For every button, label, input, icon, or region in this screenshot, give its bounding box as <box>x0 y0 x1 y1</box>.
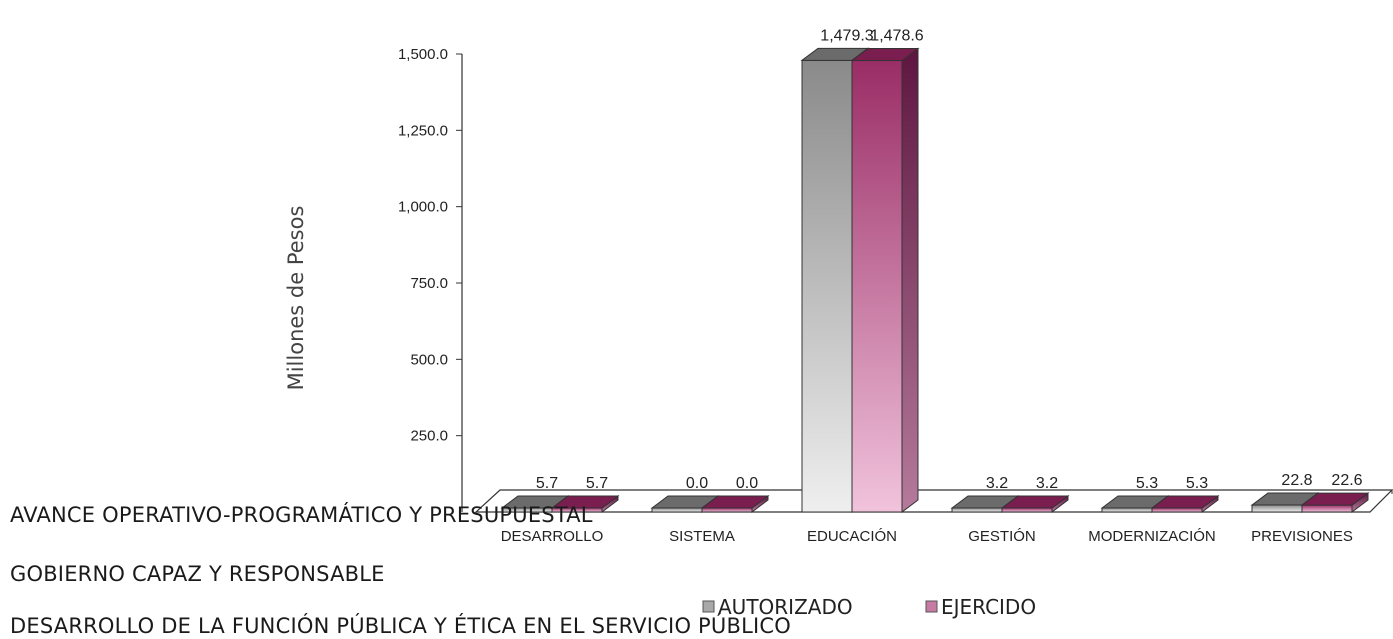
legend-swatch-autorizado <box>702 600 715 613</box>
bar-autorizado-5 <box>1251 504 1303 513</box>
bar-ejercido-2 <box>851 60 903 513</box>
y-tick-label: 1,500.0 <box>398 46 448 63</box>
legend: AUTORIZADO EJERCIDO <box>702 595 1036 619</box>
data-label-autorizado-2: 1,479.3 <box>820 27 873 44</box>
bar-top-ejercido-0 <box>550 495 620 509</box>
data-label-autorizado-1: 0.0 <box>686 475 708 492</box>
bar-side-ejercido-2 <box>901 47 919 513</box>
y-tick-label: 500.0 <box>410 351 448 368</box>
bar-ejercido-1 <box>701 507 753 513</box>
legend-label-autorizado: AUTORIZADO <box>718 595 853 619</box>
data-label-ejercido-4: 5.3 <box>1186 475 1208 492</box>
data-label-autorizado-4: 5.3 <box>1136 475 1158 492</box>
data-label-autorizado-0: 5.7 <box>536 475 558 492</box>
bar-autorizado-1 <box>651 507 703 513</box>
category-label: GESTIÓN <box>968 528 1036 545</box>
data-label-autorizado-5: 22.8 <box>1281 472 1312 489</box>
bar-top-ejercido-3 <box>1000 495 1070 509</box>
bar-autorizado-3 <box>951 507 1003 513</box>
bar-ejercido-4 <box>1151 507 1203 513</box>
data-labels-group: 5.7 5.7 0.0 0.0 1,479.31,478.6 3.2 3.2 5.3 5.3 22… <box>536 27 1363 492</box>
category-label: PREVISIONES <box>1251 528 1353 545</box>
bar-top-ejercido-2 <box>850 48 920 62</box>
bar-top-ejercido-1 <box>700 495 770 509</box>
y-tick-label: 250.0 <box>410 428 448 445</box>
category-label: MODERNIZACIÓN <box>1088 528 1216 545</box>
y-tick-label: 1,000.0 <box>398 199 448 216</box>
data-label-autorizado-3: 3.2 <box>986 475 1008 492</box>
heading-line-3: DESARROLLO DE LA FUNCIÓN PÚBLICA Y ÉTICA… <box>10 614 791 638</box>
heading-line-2: GOBIERNO CAPAZ Y RESPONSABLE <box>10 562 385 586</box>
data-label-ejercido-5: 22.6 <box>1331 472 1362 489</box>
bar-autorizado-4 <box>1101 507 1153 513</box>
heading-line-1: AVANCE OPERATIVO-PROGRAMÁTICO Y PRESUPUE… <box>10 503 593 527</box>
category-labels-group: DESARROLLO SISTEMA EDUCACIÓN GESTIÓN MODERNI… <box>501 528 1353 545</box>
data-label-ejercido-2: 1,478.6 <box>870 28 923 45</box>
y-axis-title: Millones de Pesos <box>284 206 308 391</box>
y-tick-label: 750.0 <box>410 275 448 292</box>
y-axis: 250.0 500.0 750.0 1,000.0 1,250.0 1,500.0 <box>398 46 463 512</box>
bar-top-ejercido-5 <box>1300 492 1370 506</box>
data-label-ejercido-1: 0.0 <box>736 475 758 492</box>
category-label: EDUCACIÓN <box>807 528 897 545</box>
bar-top-ejercido-4 <box>1150 495 1220 509</box>
bars-group <box>500 47 1370 513</box>
data-label-ejercido-0: 5.7 <box>586 475 608 492</box>
category-label: SISTEMA <box>669 528 735 545</box>
legend-swatch-ejercido <box>925 600 938 613</box>
bar-ejercido-5 <box>1301 504 1353 513</box>
data-label-ejercido-3: 3.2 <box>1036 475 1058 492</box>
bar-ejercido-3 <box>1001 507 1053 513</box>
y-tick-label: 1,250.0 <box>398 122 448 139</box>
legend-label-ejercido: EJERCIDO <box>941 595 1036 619</box>
category-label: DESARROLLO <box>501 528 604 545</box>
bar-autorizado-2 <box>801 59 853 513</box>
